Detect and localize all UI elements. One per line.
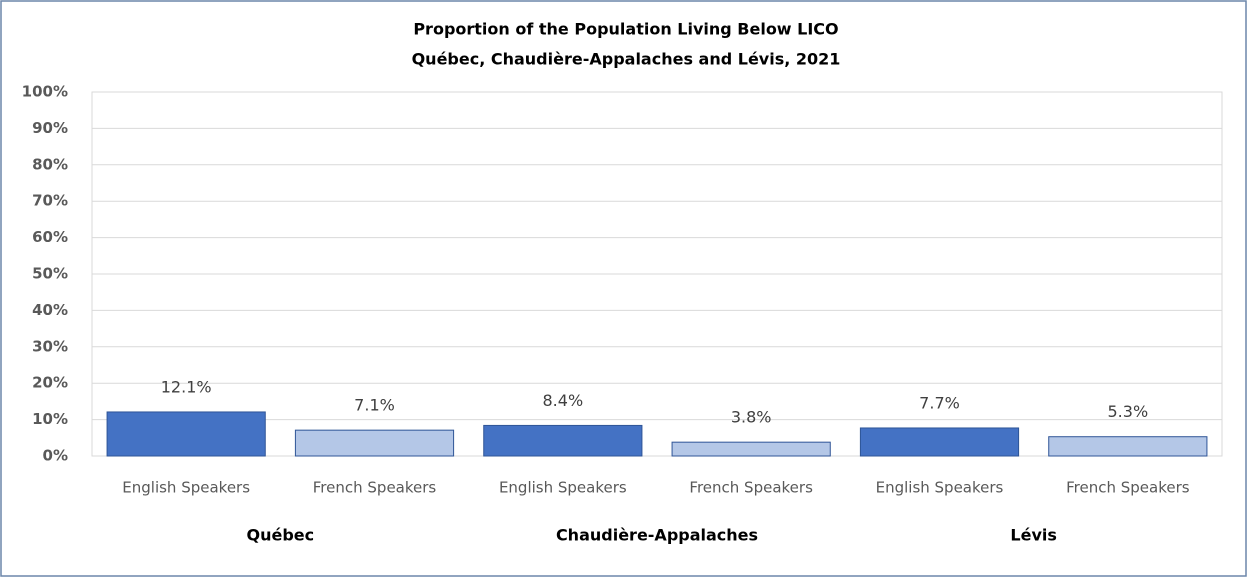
bar — [294, 429, 455, 457]
chart-title: Proportion of the Population Living Belo… — [413, 20, 838, 39]
value-label: 7.1% — [354, 396, 395, 415]
y-tick-label: 100% — [22, 83, 68, 101]
value-label: 5.3% — [1108, 402, 1149, 421]
group-label: Québec — [247, 526, 315, 545]
value-label: 7.7% — [919, 393, 960, 412]
y-tick-label: 50% — [32, 265, 68, 283]
x-tick-label: English Speakers — [499, 479, 627, 497]
value-label: 8.4% — [543, 391, 584, 410]
y-tick-label: 90% — [32, 119, 68, 137]
group-label: Lévis — [1010, 526, 1056, 545]
y-tick-label: 40% — [32, 301, 68, 319]
y-tick-label: 0% — [43, 447, 68, 465]
y-tick-label: 60% — [32, 228, 68, 246]
bar — [1048, 436, 1208, 457]
y-tick-label: 30% — [32, 337, 68, 355]
value-label: 3.8% — [731, 408, 772, 427]
bar — [106, 411, 266, 457]
x-tick-label: French Speakers — [313, 479, 437, 497]
x-tick-label: French Speakers — [689, 479, 813, 497]
value-label: 12.1% — [161, 377, 212, 396]
x-tick-label: French Speakers — [1066, 479, 1190, 497]
x-tick-label: English Speakers — [122, 479, 250, 497]
y-tick-label: 10% — [32, 410, 68, 428]
y-tick-label: 20% — [32, 374, 68, 392]
bar — [671, 441, 831, 457]
y-tick-label: 70% — [32, 192, 68, 210]
chart-subtitle: Québec, Chaudière-Appalaches and Lévis, … — [412, 50, 841, 69]
y-tick-label: 80% — [32, 155, 68, 173]
bar — [859, 427, 1020, 457]
group-label: Chaudière-Appalaches — [556, 526, 758, 545]
x-tick-label: English Speakers — [876, 479, 1004, 497]
bar — [483, 424, 643, 457]
